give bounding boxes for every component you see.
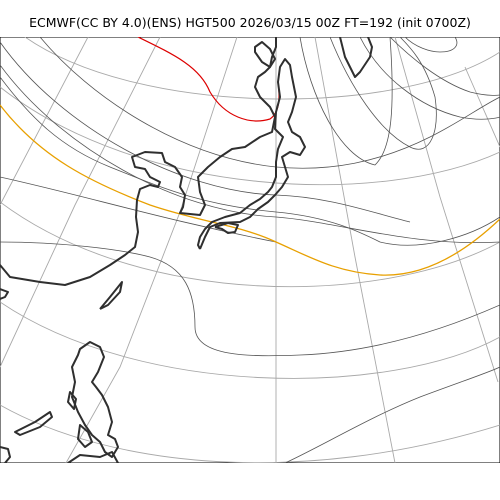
shikoku-coastline (214, 222, 239, 234)
sakhalin-coastline (254, 41, 276, 68)
parallel (0, 301, 500, 379)
taiwan-coastline (67, 391, 77, 410)
japan-coastline (197, 58, 306, 250)
contour-line (389, 37, 500, 96)
contour-line (299, 37, 393, 166)
contour-line (39, 37, 500, 169)
contour-line (0, 64, 500, 243)
contour-line (0, 176, 277, 243)
meridian (0, 37, 89, 206)
meridian (0, 37, 161, 368)
map-frame (0, 37, 500, 463)
coastline (0, 288, 9, 300)
island-coastline (14, 411, 53, 436)
meridian (314, 37, 396, 463)
meridian (394, 37, 499, 383)
kamchatka-coastline (339, 37, 373, 78)
contour-line (329, 37, 437, 150)
coastlines (0, 37, 373, 463)
map-title: ECMWF(CC BY 4.0)(ENS) HGT500 2026/03/15 … (29, 15, 471, 30)
graticule (0, 37, 500, 463)
height-contours (0, 37, 500, 463)
mainland-coastline (0, 37, 277, 286)
contour-line (0, 241, 500, 357)
contour-line (0, 41, 411, 223)
contour-5400 (0, 104, 500, 276)
parallel (0, 404, 500, 463)
korea-coastline (99, 281, 123, 310)
parallel (0, 201, 500, 288)
contour-line (359, 37, 500, 120)
meridian (65, 37, 238, 463)
parallel (24, 37, 500, 100)
borneo-coastline (67, 451, 119, 463)
contour-line (404, 37, 458, 53)
island-coastline (0, 446, 11, 463)
island-coastline (77, 424, 93, 448)
parallel (0, 86, 500, 186)
weather-map (0, 37, 500, 463)
contour-line (0, 76, 500, 246)
contour-line (284, 366, 500, 463)
